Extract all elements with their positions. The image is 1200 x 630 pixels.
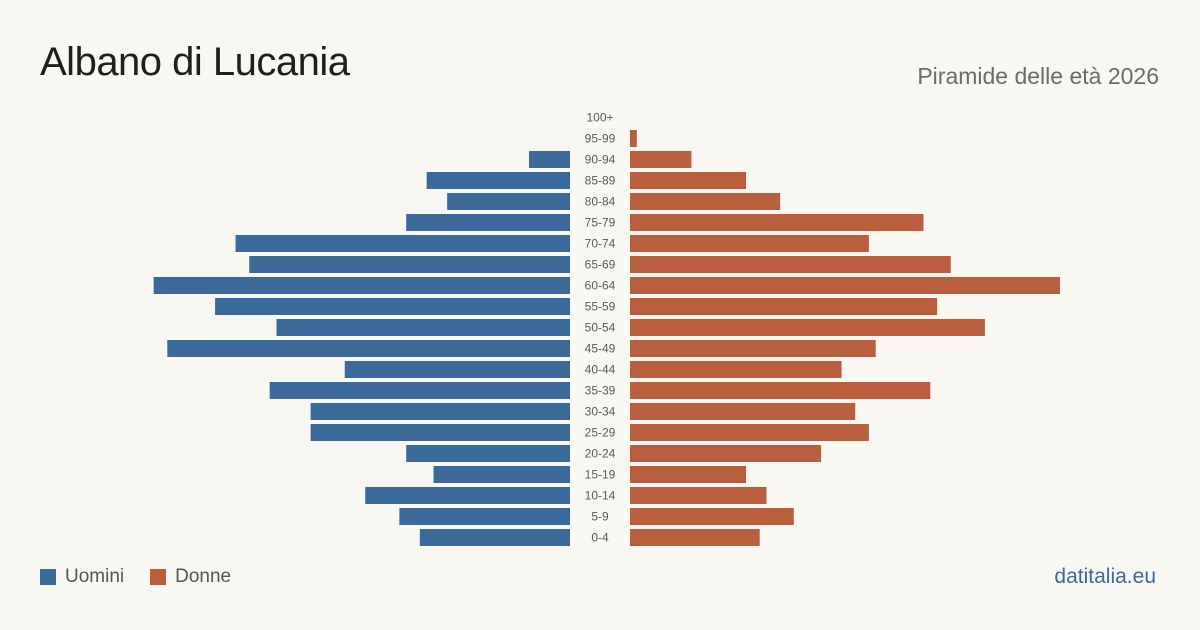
bar-women-50-54: [630, 319, 985, 336]
age-label-35-39: 35-39: [585, 384, 616, 398]
age-label-10-14: 10-14: [585, 489, 616, 503]
bar-men-25-29: [310, 424, 570, 441]
legend-label-women: Donne: [175, 566, 232, 587]
age-label-95-99: 95-99: [585, 132, 616, 146]
bar-women-0-4: [630, 529, 760, 546]
legend-swatch-women: [150, 569, 167, 585]
bar-men-15-19: [433, 466, 570, 483]
bar-men-80-84: [447, 193, 570, 210]
age-label-65-69: 65-69: [585, 258, 616, 272]
bar-women-10-14: [630, 487, 767, 504]
legend-label-men: Uomini: [65, 566, 125, 587]
bar-men-50-54: [276, 319, 570, 336]
age-label-90-94: 90-94: [585, 153, 616, 167]
bar-men-85-89: [426, 172, 570, 189]
bar-men-45-49: [167, 340, 571, 357]
bar-men-90-94: [529, 151, 570, 168]
age-label-70-74: 70-74: [585, 237, 616, 251]
bar-men-5-9: [399, 508, 570, 525]
age-label-85-89: 85-89: [585, 174, 616, 188]
age-label-40-44: 40-44: [585, 363, 616, 377]
age-label-55-59: 55-59: [585, 300, 616, 314]
bar-men-55-59: [215, 298, 571, 315]
legend-swatch-men: [40, 569, 56, 585]
bar-women-25-29: [630, 424, 869, 441]
brand-link[interactable]: datitalia.eu: [1054, 565, 1156, 588]
bar-women-75-79: [630, 214, 924, 231]
bar-men-60-64: [153, 277, 570, 294]
bar-men-40-44: [344, 361, 570, 378]
chart-title: Albano di Lucania: [40, 40, 350, 84]
bar-men-10-14: [365, 487, 570, 504]
bar-men-30-34: [310, 403, 570, 420]
age-label-0-4: 0-4: [591, 531, 609, 545]
age-label-20-24: 20-24: [585, 447, 616, 461]
bar-men-0-4: [419, 529, 570, 546]
age-label-60-64: 60-64: [585, 279, 616, 293]
age-label-30-34: 30-34: [585, 405, 616, 419]
bar-women-90-94: [630, 151, 692, 168]
bar-men-70-74: [235, 235, 571, 252]
legend-item-women: Donne: [150, 566, 231, 588]
bar-men-35-39: [269, 382, 570, 399]
legend: Uomini Donne: [40, 566, 257, 588]
bar-women-65-69: [630, 256, 951, 273]
age-label-80-84: 80-84: [585, 195, 616, 209]
age-label-5-9: 5-9: [591, 510, 609, 524]
bar-men-65-69: [249, 256, 570, 273]
age-label-25-29: 25-29: [585, 426, 616, 440]
bar-women-35-39: [630, 382, 931, 399]
chart-subtitle: Piramide delle età 2026: [917, 63, 1159, 89]
bar-women-60-64: [630, 277, 1060, 294]
bar-women-95-99: [630, 130, 637, 147]
bar-women-40-44: [630, 361, 842, 378]
bar-women-20-24: [630, 445, 822, 462]
age-label-45-49: 45-49: [585, 342, 616, 356]
bar-men-20-24: [406, 445, 570, 462]
age-label-15-19: 15-19: [585, 468, 616, 482]
bar-women-30-34: [630, 403, 856, 420]
age-label-100plus: 100+: [586, 111, 613, 125]
bar-women-15-19: [630, 466, 747, 483]
bar-women-70-74: [630, 235, 869, 252]
bar-women-55-59: [630, 298, 938, 315]
age-label-50-54: 50-54: [585, 321, 616, 335]
legend-item-men: Uomini: [40, 566, 124, 588]
bar-women-5-9: [630, 508, 794, 525]
bar-women-85-89: [630, 172, 747, 189]
bar-men-75-79: [406, 214, 570, 231]
age-label-75-79: 75-79: [585, 216, 616, 230]
bar-women-45-49: [630, 340, 876, 357]
bar-women-80-84: [630, 193, 781, 210]
